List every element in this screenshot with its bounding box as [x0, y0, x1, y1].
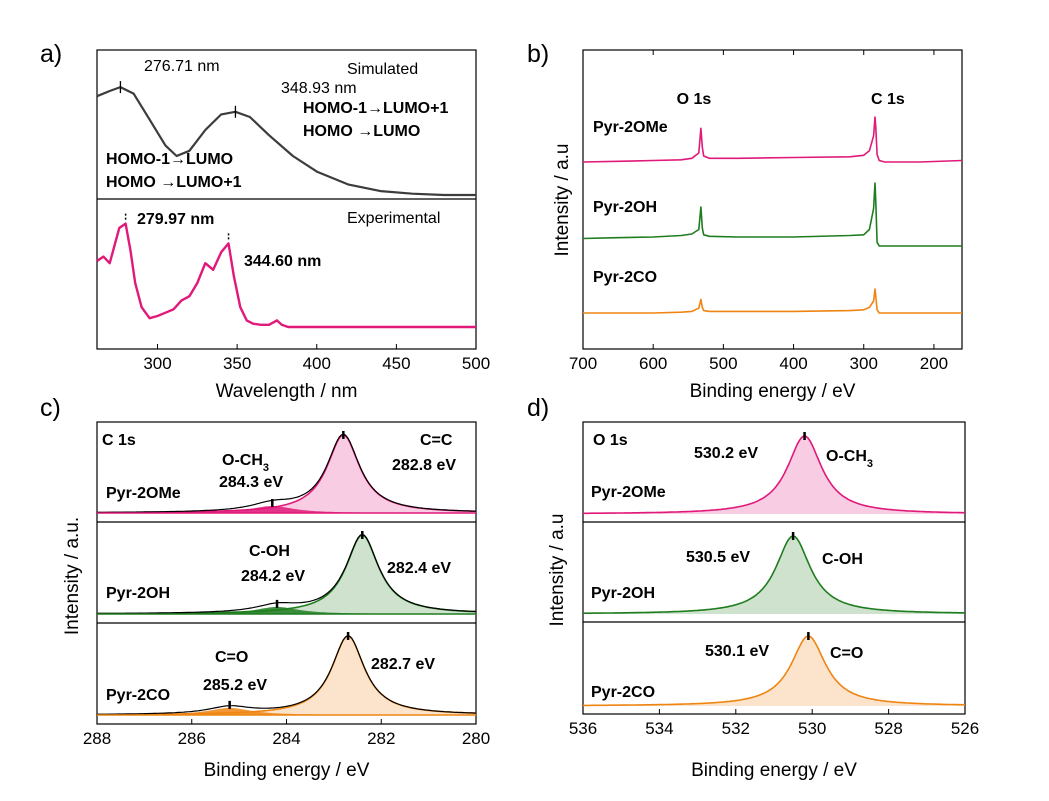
peak-label-Pyr-2OH: 530.5 eV: [686, 549, 750, 566]
main-peak-label-Pyr-2OH: 282.4 eV: [387, 560, 451, 577]
peak-label-sim-2: 348.93 nm: [281, 80, 357, 97]
x-tick-label: 500: [462, 354, 490, 373]
series-label-Pyr-2OMe: Pyr-2OMe: [106, 485, 181, 502]
x-tick-label: 282: [367, 729, 395, 748]
envelope-line-Pyr-2OH: [97, 533, 477, 614]
envelope-line-Pyr-2CO: [97, 635, 477, 715]
group-label-Pyr-2CO: C=O: [830, 645, 863, 662]
minor-peak-fill-Pyr-2OH: [97, 606, 476, 614]
panel-label-d: d): [527, 394, 549, 422]
transition-label: HOMO-1→LUMO: [106, 151, 233, 168]
x-tick-label: 700: [569, 354, 597, 373]
x-tick-label: 534: [645, 719, 673, 738]
peak-label-sim-1: 276.71 nm: [144, 58, 220, 75]
main-peak-fill-Pyr-2CO: [97, 636, 476, 715]
x-tick-label: 530: [798, 719, 826, 738]
peak-fill-Pyr-2OMe: [583, 436, 965, 514]
corner-label: O 1s: [593, 432, 628, 449]
peak-fill-Pyr-2OH: [583, 536, 965, 614]
peak-fill-Pyr-2CO: [583, 636, 965, 706]
series-label-Pyr-2OMe: Pyr-2OMe: [593, 119, 668, 136]
series-label-Pyr-2CO: Pyr-2CO: [106, 687, 170, 704]
plot-frame: [582, 421, 966, 715]
panel-label-a: a): [40, 40, 62, 68]
group-label-Pyr-2OMe: O-CH3: [222, 452, 269, 474]
group-label-Pyr-2OH: C-OH: [822, 551, 863, 568]
x-tick-label: 400: [303, 354, 331, 373]
series-label-Pyr-2OH: Pyr-2OH: [593, 199, 657, 216]
peak-line-Pyr-2OMe: [583, 435, 965, 515]
survey-line-Pyr-2CO: [583, 288, 962, 314]
panel-b-xps-survey: b) Pyr-2OMe Pyr-2OH Pyr-2CO O 1s C 1s 700 600 50…: [527, 40, 963, 402]
survey-line-Pyr-2OMe: [582, 116, 963, 163]
series-label-Pyr-2OMe: Pyr-2OMe: [591, 484, 666, 501]
minor-peak-fill-Pyr-2OMe: [97, 506, 476, 513]
panel-a-uv-vis: a) Simulated 276.71 nm 348.93 nm HOMO-1→LUMO…: [40, 40, 490, 402]
minor-peak-label-Pyr-2OMe: 284.3 eV: [219, 474, 283, 491]
x-tick-label: 400: [779, 354, 807, 373]
minor-peak-label-Pyr-2CO: 285.2 eV: [203, 677, 267, 694]
x-tick-label: 280: [462, 729, 490, 748]
x-tick-label: 350: [223, 354, 251, 373]
x-tick-label: 526: [951, 719, 979, 738]
envelope-line-Pyr-2OMe: [97, 433, 477, 513]
main-peak-label-Pyr-2CO: 282.7 eV: [371, 656, 435, 673]
peak-label-exp-2: 344.60 nm: [244, 253, 321, 270]
panel-label-c: c): [40, 394, 61, 422]
peak-line-Pyr-2OH: [583, 535, 966, 614]
x-tick-label: 288: [83, 729, 111, 748]
group-label-Pyr-2OH: C-OH: [249, 543, 290, 560]
x-axis-title: Binding energy / eV: [690, 381, 856, 402]
simulated-spectrum-line: [96, 86, 476, 197]
peak-line-Pyr-2CO: [583, 635, 966, 707]
x-axis-title: Binding energy / eV: [204, 760, 370, 781]
transition-label: HOMO-1→LUMO+1: [303, 100, 448, 117]
x-tick-label: 528: [874, 719, 902, 738]
plot-frame: [582, 49, 963, 350]
peak-label-O 1s: O 1s: [677, 91, 712, 108]
transition-label: HOMO →LUMO+1: [106, 174, 242, 191]
simulated-label: Simulated: [347, 61, 418, 78]
group-label-Pyr-2OMe: O-CH3: [826, 448, 873, 470]
x-tick-label: 284: [272, 729, 300, 748]
peak-label-Pyr-2CO: 530.1 eV: [705, 643, 769, 660]
experimental-label: Experimental: [347, 210, 440, 227]
corner-label: C 1s: [102, 432, 136, 449]
series-label-Pyr-2CO: Pyr-2CO: [591, 684, 655, 701]
series-label-Pyr-2CO: Pyr-2CO: [593, 269, 657, 286]
x-axis-title: Wavelength / nm: [216, 381, 358, 402]
x-tick-label: 200: [920, 354, 948, 373]
group-label-Pyr-2CO: C=O: [215, 649, 248, 666]
x-tick-label: 300: [850, 354, 878, 373]
y-axis-title: Intensity / a.u.: [62, 517, 83, 635]
series-label-Pyr-2OH: Pyr-2OH: [591, 585, 655, 602]
main-peak-label-Pyr-2OMe: 282.8 eV: [392, 457, 456, 474]
minor-peak-label-Pyr-2OH: 284.2 eV: [241, 568, 305, 585]
x-tick-label: 500: [709, 354, 737, 373]
x-tick-label: 300: [143, 354, 171, 373]
experimental-spectrum-line: [96, 222, 476, 329]
transition-label: HOMO →LUMO: [303, 123, 420, 140]
panel-d-o1s-spectra: d) O 1s Pyr-2OMe 530.2 eV O-CH3 Pyr-2OH 530.5 …: [527, 394, 979, 781]
x-axis-title: Binding energy / eV: [691, 760, 857, 781]
peak-label-C 1s: C 1s: [871, 91, 905, 108]
peak-label-exp-1: 279.97 nm: [137, 211, 214, 228]
x-tick-label: 450: [382, 354, 410, 373]
x-tick-label: 536: [569, 719, 597, 738]
main-peak-fill-Pyr-2OH: [97, 535, 476, 614]
corner-label-right: C=C: [420, 432, 453, 449]
peak-label-Pyr-2OMe: 530.2 eV: [694, 445, 758, 462]
series-label-Pyr-2OH: Pyr-2OH: [106, 585, 170, 602]
y-axis-title: Intensity / a.u: [552, 143, 573, 256]
minor-peak-fill-Pyr-2CO: [97, 707, 476, 715]
x-tick-label: 286: [178, 729, 206, 748]
x-tick-label: 600: [639, 354, 667, 373]
survey-line-Pyr-2OH: [582, 182, 962, 247]
y-axis-title: Intensity / a.u: [547, 513, 568, 626]
panel-label-b: b): [527, 40, 549, 68]
x-tick-label: 532: [722, 719, 750, 738]
